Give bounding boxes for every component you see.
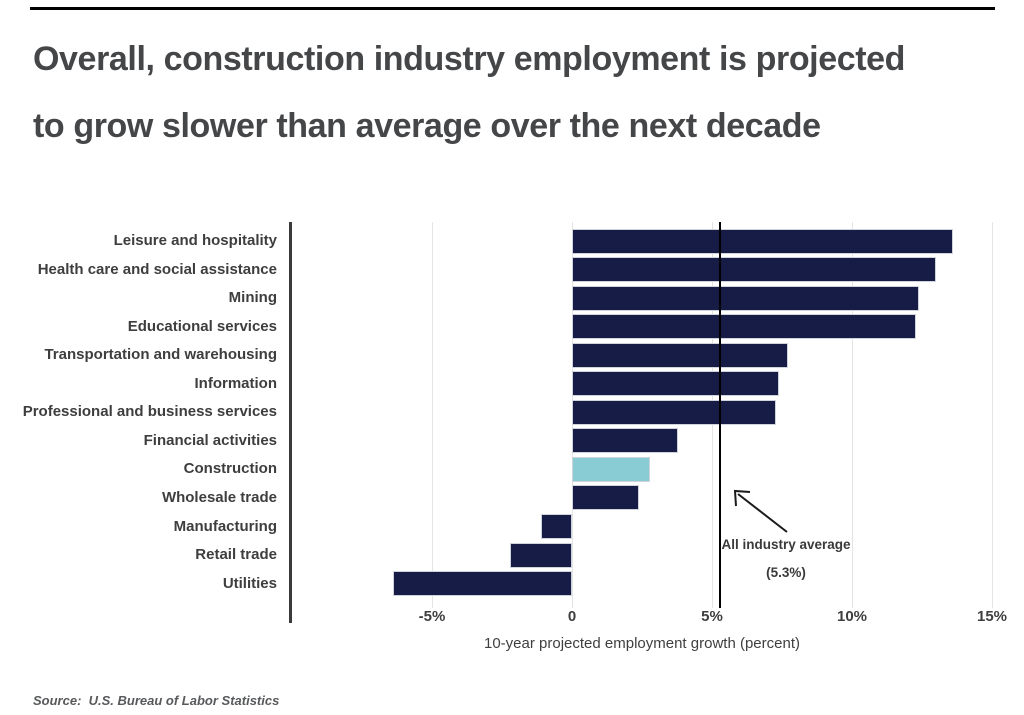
bar-health-care-and-social-assistance <box>572 257 936 283</box>
chart-title-line-1: Overall, construction industry employmen… <box>33 40 906 78</box>
category-label-transportation-and-warehousing: Transportation and warehousing <box>44 346 277 364</box>
x-tick-0: 0 <box>567 608 577 625</box>
category-label-manufacturing: Manufacturing <box>173 517 277 535</box>
chart-title-line-2: to grow slower than average over the nex… <box>33 107 821 145</box>
arrow-icon <box>733 489 788 533</box>
category-label-health-care-and-social-assistance: Health care and social assistance <box>37 260 277 278</box>
category-label-wholesale-trade: Wholesale trade <box>161 488 277 506</box>
category-label-retail-trade: Retail trade <box>195 546 277 564</box>
category-label-leisure-and-hospitality: Leisure and hospitality <box>113 232 277 249</box>
average-reference-line <box>719 222 722 608</box>
category-label-educational-services: Educational services <box>127 317 277 335</box>
y-axis-spine <box>289 222 292 623</box>
x-tick-neg5pct: -5% <box>418 608 446 625</box>
bar-financial-activities <box>572 428 679 454</box>
bar-wholesale-trade <box>572 485 640 511</box>
category-label-utilities: Utilities <box>222 574 277 592</box>
category-label-financial-activities: Financial activities <box>143 431 277 449</box>
source-note: Source: U.S. Bureau of Labor Statistics <box>33 693 280 708</box>
average-annotation-label: All industry average <box>721 537 851 552</box>
average-annotation-value: (5.3%) <box>766 565 806 580</box>
bar-construction <box>572 456 651 482</box>
x-tick-5pct: 5% <box>701 608 723 625</box>
bar-utilities <box>392 571 572 597</box>
bar-transportation-and-warehousing <box>572 342 788 368</box>
category-label-construction: Construction <box>183 460 277 478</box>
category-label-professional-and-business-services: Professional and business services <box>22 403 277 421</box>
category-label-mining: Mining <box>228 289 277 307</box>
bar-manufacturing <box>541 514 572 539</box>
x-tick-10pct: 10% <box>836 608 868 625</box>
bar-professional-and-business-services <box>572 399 777 425</box>
x-tick-15pct: 15% <box>976 608 1008 625</box>
category-label-information: Information <box>194 374 278 392</box>
top-border-rule <box>30 7 995 10</box>
x-axis-label: 10-year projected employment growth (per… <box>484 635 800 652</box>
bar-leisure-and-hospitality <box>572 228 953 254</box>
gridline-10pct <box>851 222 853 608</box>
bar-information <box>572 371 780 397</box>
chart-title: Overall, construction industry employmen… <box>33 26 1013 160</box>
bar-retail-trade <box>510 542 572 568</box>
gridline-neg5pct <box>431 222 433 608</box>
bar-educational-services <box>572 314 917 340</box>
gridline-15pct <box>991 222 993 608</box>
bar-mining <box>572 285 920 311</box>
